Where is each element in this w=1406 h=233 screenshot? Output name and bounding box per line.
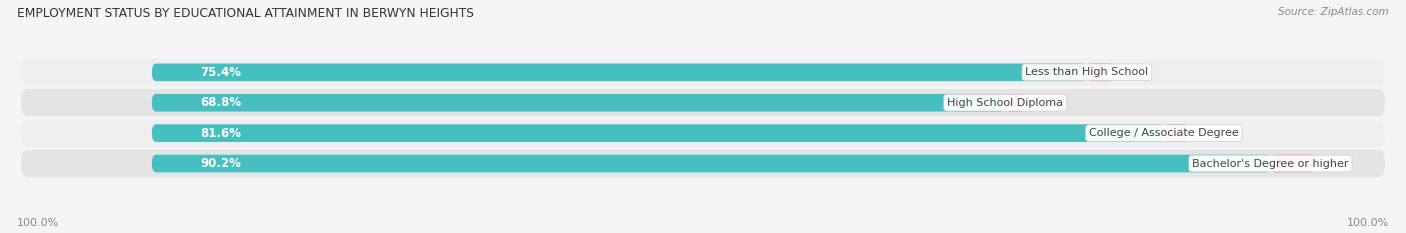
Text: 75.4%: 75.4% [200,66,240,79]
FancyBboxPatch shape [152,94,1005,112]
FancyBboxPatch shape [21,150,1385,177]
Text: High School Diploma: High School Diploma [948,98,1063,108]
Text: 2.0%: 2.0% [1195,127,1225,140]
FancyBboxPatch shape [21,59,1385,86]
FancyBboxPatch shape [152,124,1164,142]
FancyBboxPatch shape [1005,94,1025,112]
FancyBboxPatch shape [1164,124,1188,142]
Text: 100.0%: 100.0% [1347,218,1389,228]
FancyBboxPatch shape [21,89,1385,116]
FancyBboxPatch shape [1271,155,1315,172]
Text: 68.8%: 68.8% [200,96,242,109]
Text: 2.2%: 2.2% [1121,66,1152,79]
FancyBboxPatch shape [152,155,1271,172]
Text: EMPLOYMENT STATUS BY EDUCATIONAL ATTAINMENT IN BERWYN HEIGHTS: EMPLOYMENT STATUS BY EDUCATIONAL ATTAINM… [17,7,474,20]
Text: 81.6%: 81.6% [200,127,240,140]
Text: Less than High School: Less than High School [1025,67,1149,77]
Legend: In Labor Force, Unemployed: In Labor Force, Unemployed [593,230,813,233]
Text: Bachelor's Degree or higher: Bachelor's Degree or higher [1192,158,1348,168]
Text: 1.6%: 1.6% [1032,96,1062,109]
FancyBboxPatch shape [1087,64,1114,81]
Text: 3.6%: 3.6% [1322,157,1351,170]
FancyBboxPatch shape [152,64,1087,81]
Text: 90.2%: 90.2% [200,157,240,170]
Text: Source: ZipAtlas.com: Source: ZipAtlas.com [1278,7,1389,17]
Text: College / Associate Degree: College / Associate Degree [1088,128,1239,138]
FancyBboxPatch shape [21,120,1385,147]
Text: 100.0%: 100.0% [17,218,59,228]
